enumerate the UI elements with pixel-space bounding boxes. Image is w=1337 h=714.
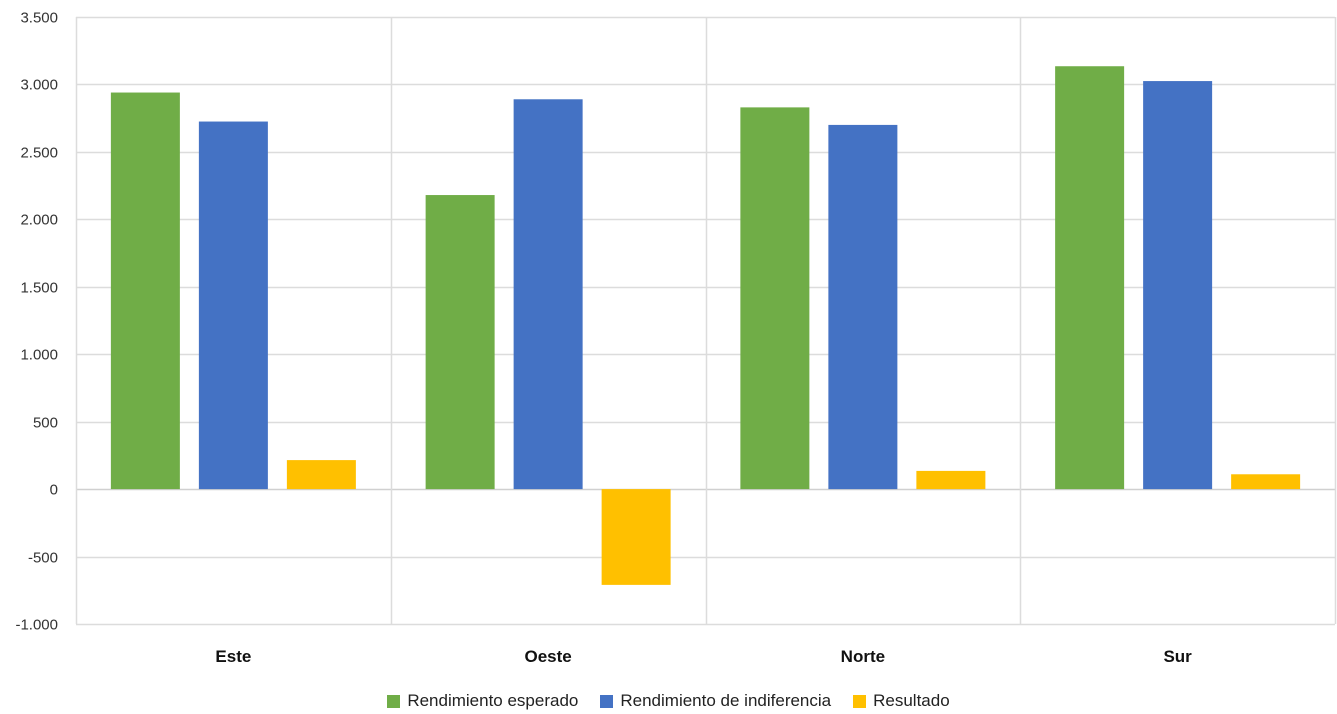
bar-chart: 3.500 3.000 2.500 2.000 1.500 1.000 500 0 -500 -1… bbox=[15, 10, 1337, 666]
bar-norte-2 bbox=[916, 470, 986, 490]
y-tick-label: 1.000 bbox=[20, 347, 58, 364]
y-tick-label: 2.500 bbox=[20, 145, 58, 162]
legend-label: Resultado bbox=[873, 691, 950, 710]
bars bbox=[110, 66, 1301, 585]
y-tick-label: 3.000 bbox=[20, 77, 58, 94]
legend-label: Rendimiento de indiferencia bbox=[620, 691, 832, 710]
legend-item-rendimiento-esperado: Rendimiento esperado bbox=[387, 691, 578, 711]
bar-sur-2 bbox=[1231, 474, 1301, 490]
legend-swatch-yellow bbox=[853, 694, 867, 708]
bar-sur-1 bbox=[1143, 81, 1213, 490]
bar-oeste-2 bbox=[601, 489, 671, 585]
legend-swatch-blue bbox=[600, 694, 614, 708]
y-tick-label: 3.500 bbox=[20, 10, 58, 27]
bar-norte-0 bbox=[740, 107, 810, 490]
legend-item-resultado: Resultado bbox=[853, 691, 950, 711]
bar-este-0 bbox=[110, 92, 180, 490]
bar-norte-1 bbox=[828, 124, 898, 490]
x-axis: Este Oeste Norte Sur bbox=[215, 647, 1192, 666]
bar-sur-0 bbox=[1055, 66, 1125, 490]
gridlines bbox=[75, 16, 1337, 626]
y-tick-label: -1.000 bbox=[15, 617, 58, 634]
legend-swatch-green bbox=[387, 694, 401, 708]
y-tick-label: -500 bbox=[28, 550, 58, 567]
bar-este-1 bbox=[198, 121, 268, 490]
legend: Rendimiento esperado Rendimiento de indi… bbox=[0, 688, 1337, 714]
bar-este-2 bbox=[286, 460, 356, 490]
y-tick-label: 500 bbox=[33, 415, 58, 432]
y-tick-label: 1.500 bbox=[20, 280, 58, 297]
legend-item-rendimiento-indiferencia: Rendimiento de indiferencia bbox=[600, 691, 831, 711]
x-tick-label: Este bbox=[215, 647, 251, 666]
x-tick-label: Oeste bbox=[525, 647, 572, 666]
y-tick-label: 0 bbox=[50, 482, 58, 499]
x-tick-label: Sur bbox=[1163, 647, 1192, 666]
y-tick-label: 2.000 bbox=[20, 212, 58, 229]
legend-label: Rendimiento esperado bbox=[407, 691, 579, 710]
y-axis: 3.500 3.000 2.500 2.000 1.500 1.000 500 0 -500 -1… bbox=[15, 10, 58, 634]
bar-oeste-0 bbox=[425, 195, 495, 490]
x-tick-label: Norte bbox=[841, 647, 885, 666]
bar-oeste-1 bbox=[513, 99, 583, 490]
